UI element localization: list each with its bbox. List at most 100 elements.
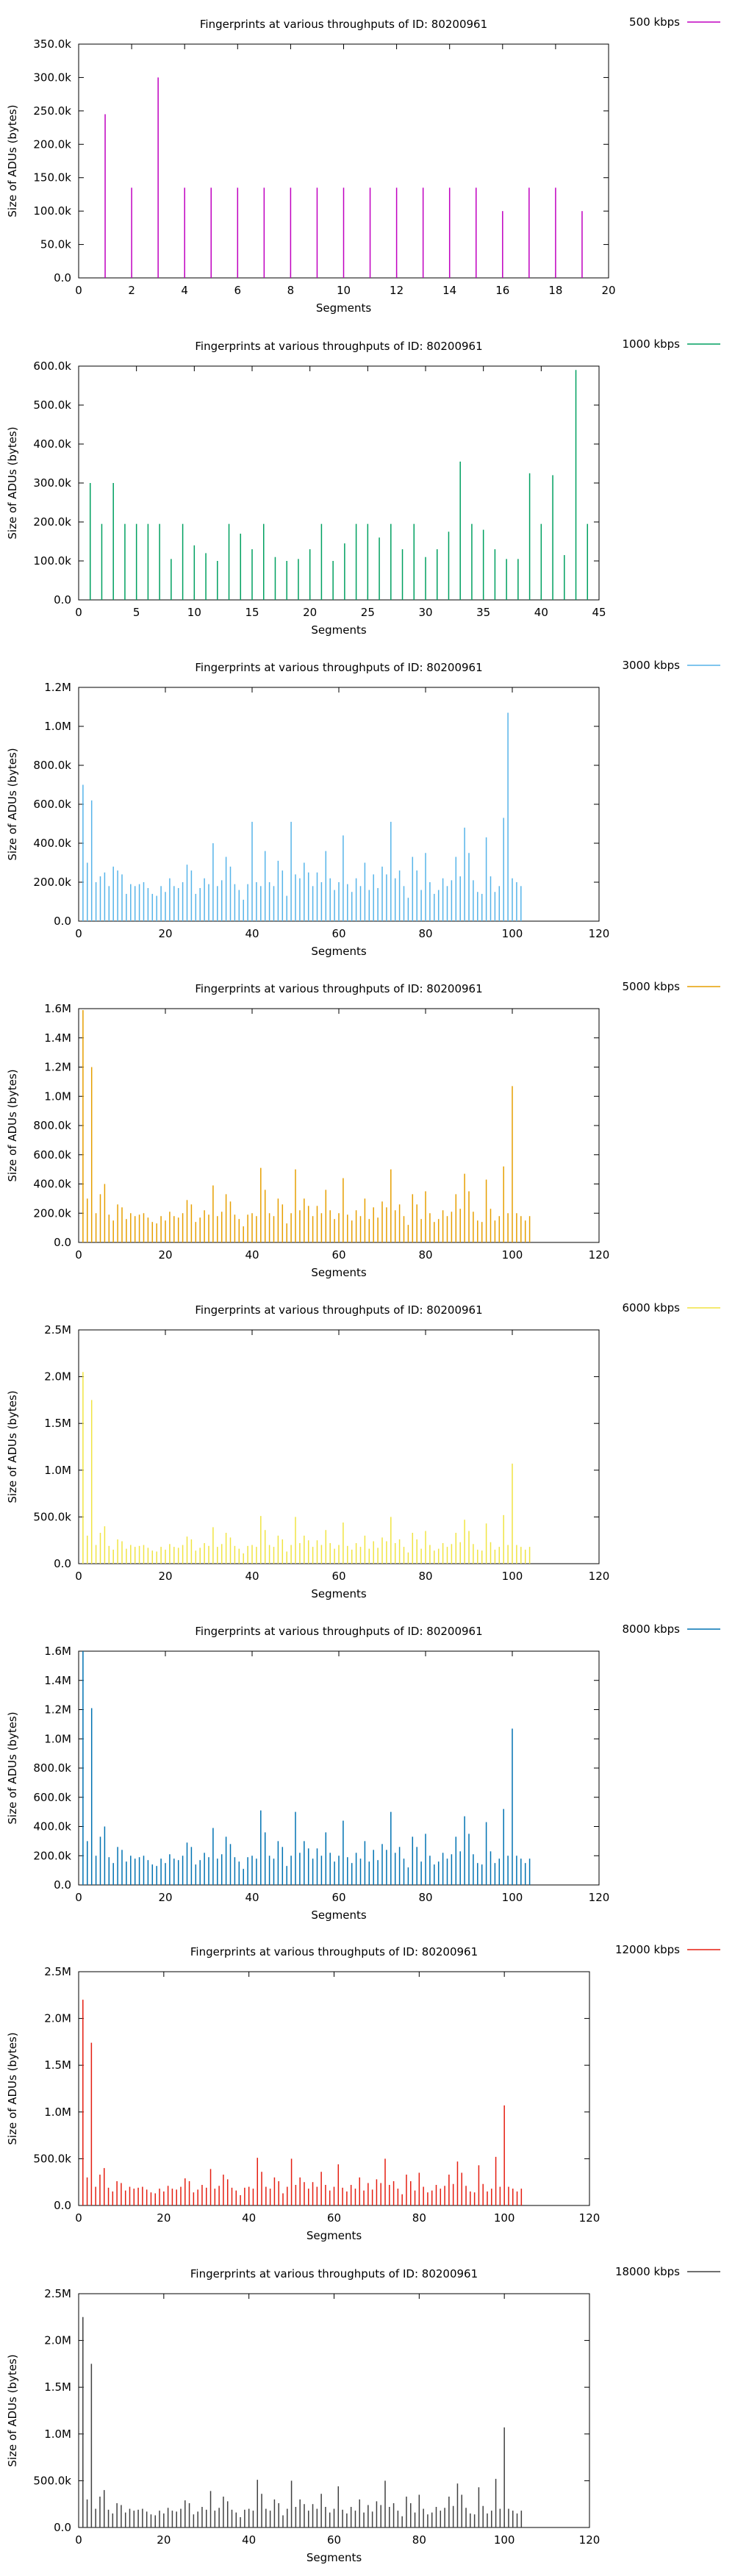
y-tick-label: 1.6M	[44, 1002, 71, 1015]
chart-5: Fingerprints at various throughputs of I…	[6, 1301, 720, 1600]
plot-frame	[78, 1971, 590, 2206]
chart-6: Fingerprints at various throughputs of I…	[6, 1622, 720, 1922]
x-tick-label: 10	[187, 606, 201, 619]
series-bars	[82, 712, 522, 921]
y-tick-label: 1.2M	[44, 1703, 71, 1717]
plot-frame	[78, 2293, 590, 2528]
x-tick-label: 20	[157, 2533, 171, 2547]
x-axis-label: Segments	[316, 301, 372, 315]
x-axis-label: Segments	[306, 2551, 362, 2564]
y-tick-label: 0.0	[54, 915, 71, 928]
chart-2: Fingerprints at various throughputs of I…	[6, 337, 720, 637]
x-tick-label: 20	[158, 1248, 172, 1262]
x-tick-label: 0	[75, 2533, 82, 2547]
x-tick-label: 60	[327, 2211, 341, 2225]
y-tick-label: 400.0k	[33, 437, 71, 451]
x-tick-label: 120	[589, 1891, 610, 1904]
x-tick-label: 100	[502, 1248, 523, 1262]
y-tick-label: 1.4M	[44, 1674, 71, 1687]
chart-3: Fingerprints at various throughputs of I…	[6, 659, 720, 958]
y-axis-label: Size of ADUs (bytes)	[6, 2032, 19, 2144]
y-tick-label: 800.0k	[33, 759, 71, 772]
y-tick-label: 600.0k	[33, 359, 71, 373]
legend-label: 8000 kbps	[623, 1622, 681, 1636]
x-tick-label: 0	[75, 1891, 82, 1904]
y-tick-label: 1.2M	[44, 1061, 71, 1074]
x-tick-label: 35	[476, 606, 490, 619]
y-tick-label: 2.5M	[44, 2287, 71, 2300]
y-tick-label: 1.6M	[44, 1645, 71, 1658]
x-tick-label: 100	[502, 927, 523, 940]
y-tick-label: 100.0k	[33, 204, 71, 218]
chart-title: Fingerprints at various throughputs of I…	[195, 340, 482, 353]
x-tick-label: 40	[245, 1570, 259, 1583]
x-tick-label: 30	[418, 606, 432, 619]
y-tick-label: 400.0k	[33, 837, 71, 850]
x-tick-label: 0	[75, 1248, 82, 1262]
x-tick-label: 120	[589, 927, 610, 940]
y-tick-label: 500.0k	[33, 398, 71, 412]
chart-title: Fingerprints at various throughputs of I…	[195, 1303, 482, 1317]
x-tick-label: 100	[502, 1891, 523, 1904]
x-tick-label: 100	[502, 1570, 523, 1583]
chart-title: Fingerprints at various throughputs of I…	[190, 2267, 478, 2280]
y-tick-label: 300.0k	[33, 476, 71, 490]
y-tick-label: 400.0k	[33, 1178, 71, 1191]
y-tick-label: 600.0k	[33, 1791, 71, 1804]
y-tick-label: 1.0M	[44, 1732, 71, 1745]
x-axis-label: Segments	[311, 945, 367, 958]
x-tick-label: 80	[418, 927, 432, 940]
x-tick-label: 80	[412, 2533, 426, 2547]
x-tick-label: 0	[75, 1570, 82, 1583]
x-tick-label: 100	[494, 2533, 515, 2547]
y-tick-label: 0.0	[54, 1878, 71, 1892]
y-tick-label: 1.0M	[44, 2427, 71, 2441]
y-tick-label: 0.0	[54, 1557, 71, 1570]
y-tick-label: 500.0k	[33, 2152, 71, 2165]
y-tick-label: 500.0k	[33, 2474, 71, 2487]
x-tick-label: 80	[418, 1570, 432, 1583]
x-tick-label: 8	[287, 284, 295, 297]
y-tick-label: 0.0	[54, 2521, 71, 2534]
x-tick-label: 40	[534, 606, 548, 619]
x-axis-label: Segments	[311, 1266, 367, 1279]
y-tick-label: 0.0	[54, 1236, 71, 1249]
x-tick-label: 40	[242, 2533, 256, 2547]
x-tick-label: 60	[331, 927, 345, 940]
y-tick-label: 1.2M	[44, 681, 71, 694]
legend-label: 5000 kbps	[623, 980, 681, 993]
series-bars	[82, 1372, 531, 1564]
y-tick-label: 200.0k	[33, 1849, 71, 1862]
x-tick-label: 12	[390, 284, 404, 297]
y-tick-label: 200.0k	[33, 137, 71, 151]
chart-8: Fingerprints at various throughputs of I…	[6, 2265, 720, 2564]
x-tick-label: 45	[592, 606, 606, 619]
chart-1: Fingerprints at various throughputs of I…	[6, 15, 720, 315]
legend-label: 18000 kbps	[615, 2265, 680, 2278]
series-bars	[82, 1009, 531, 1242]
y-tick-label: 2.5M	[44, 1965, 71, 1978]
y-tick-label: 400.0k	[33, 1820, 71, 1833]
x-tick-label: 18	[548, 284, 562, 297]
y-axis-label: Size of ADUs (bytes)	[6, 1711, 19, 1824]
x-tick-label: 14	[442, 284, 456, 297]
x-tick-label: 100	[494, 2211, 515, 2225]
plot-frame	[78, 1008, 600, 1243]
y-tick-label: 50.0k	[40, 238, 71, 251]
x-tick-label: 40	[242, 2211, 256, 2225]
y-tick-label: 1.0M	[44, 2105, 71, 2119]
x-tick-label: 20	[601, 284, 615, 297]
y-tick-label: 0.0	[54, 593, 71, 607]
x-tick-label: 0	[75, 606, 82, 619]
x-axis-label: Segments	[311, 1908, 367, 1922]
y-tick-label: 1.0M	[44, 720, 71, 733]
x-tick-label: 20	[157, 2211, 171, 2225]
y-tick-label: 1.0M	[44, 1464, 71, 1477]
plot-frame	[78, 1650, 600, 1886]
x-tick-label: 6	[234, 284, 242, 297]
chart-7: Fingerprints at various throughputs of I…	[6, 1943, 720, 2242]
y-tick-label: 1.0M	[44, 1090, 71, 1103]
x-tick-label: 20	[158, 927, 172, 940]
y-tick-label: 300.0k	[33, 71, 71, 84]
